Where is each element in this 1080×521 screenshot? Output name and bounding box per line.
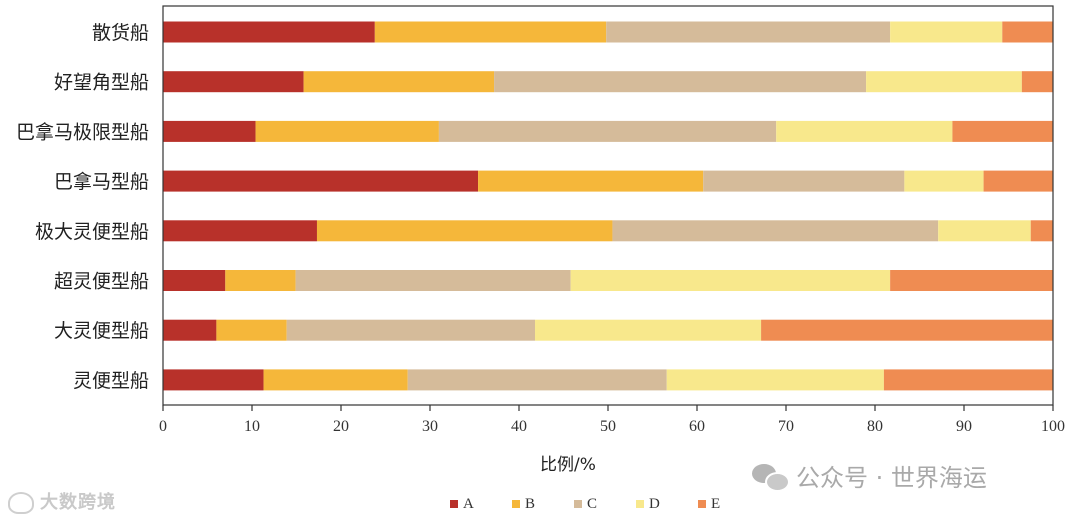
bar-A-2 [163,120,256,142]
category-label-1: 好望角型船 [54,72,149,94]
wechat-icon [752,462,790,492]
category-label-0: 散货船 [92,22,149,44]
axis-layer [162,5,1054,411]
bar-D-0 [890,21,1003,43]
category-label-6: 大灵便型船 [54,320,149,342]
legend-swatch-C [574,500,582,508]
x-tick-label-1: 10 [244,418,260,435]
bar-D-1 [866,71,1022,93]
plot-frame [162,5,1054,406]
bar-A-5 [163,270,226,291]
bar-B-3 [478,170,704,192]
bar-E-3 [983,170,1053,192]
bar-C-0 [606,21,891,43]
bar-E-6 [761,319,1053,341]
bar-C-7 [407,369,667,391]
bars-layer [163,21,1053,391]
bar-A-7 [163,369,264,391]
bar-A-0 [163,21,375,43]
category-label-3: 巴拿马型船 [54,170,149,193]
legend-label-A: A [463,496,474,512]
x-tick-label-9: 90 [956,418,972,435]
bar-E-2 [952,120,1053,142]
x-tick-label-5: 50 [600,418,616,435]
x-tick-label-0: 0 [159,418,167,435]
legend-label-E: E [711,496,720,512]
bar-C-2 [438,120,777,142]
bar-B-2 [255,120,439,142]
x-tick-label-7: 70 [778,418,794,435]
bar-B-1 [303,71,495,93]
bar-C-6 [286,319,536,341]
watermark-right-text: 公众号 · 世界海运 [796,464,987,492]
legend-label-C: C [587,496,597,512]
legend-swatch-D [636,500,644,508]
category-label-7: 灵便型船 [73,370,149,392]
bar-B-7 [263,369,408,391]
bar-E-7 [883,369,1053,391]
watermark-right: 公众号 · 世界海运 [752,458,987,493]
legend-swatch-E [698,500,706,508]
legend-swatch-B [512,500,520,508]
bar-B-6 [216,319,287,341]
bar-E-0 [1002,21,1053,43]
bar-D-7 [666,369,884,391]
watermark-left-text: 大数跨境 [40,492,116,513]
bar-E-1 [1021,71,1053,93]
bar-B-4 [316,220,613,242]
bar-A-1 [163,71,304,93]
x-tick-label-3: 30 [422,418,438,435]
bar-D-6 [535,319,762,341]
category-label-4: 极大灵便型船 [35,221,149,243]
bar-D-4 [938,220,1031,242]
bar-E-4 [1030,220,1053,242]
legend-label-B: B [525,496,535,512]
category-label-2: 巴拿马极限型船 [16,120,149,143]
category-label-5: 超灵便型船 [54,271,149,293]
bar-C-4 [612,220,939,242]
logo-icon [8,492,34,514]
x-tick-label-4: 40 [511,418,527,435]
bar-B-0 [374,21,607,43]
legend: A B C D E [450,496,720,512]
bar-C-5 [295,270,571,291]
watermark-left: 大数跨境 [8,488,116,514]
x-axis-title: 比例/% [540,455,596,475]
bar-D-5 [570,270,891,291]
x-tick-label-8: 80 [867,418,883,435]
bar-A-4 [163,220,317,242]
bar-A-6 [163,319,217,341]
bar-B-5 [225,270,296,291]
bar-D-3 [904,170,984,192]
x-tick-labels: 0 10 20 30 40 50 60 70 80 90 100 [159,418,1065,435]
legend-label-D: D [649,496,660,512]
x-tick-label-2: 20 [333,418,349,435]
legend-swatch-A [450,500,458,508]
bar-E-5 [890,270,1053,291]
bar-C-1 [494,71,867,93]
x-tick-label-10: 100 [1041,418,1065,435]
bar-C-3 [703,170,905,192]
x-tick-label-6: 60 [689,418,705,435]
bar-A-3 [163,170,479,192]
bar-D-2 [776,120,953,142]
